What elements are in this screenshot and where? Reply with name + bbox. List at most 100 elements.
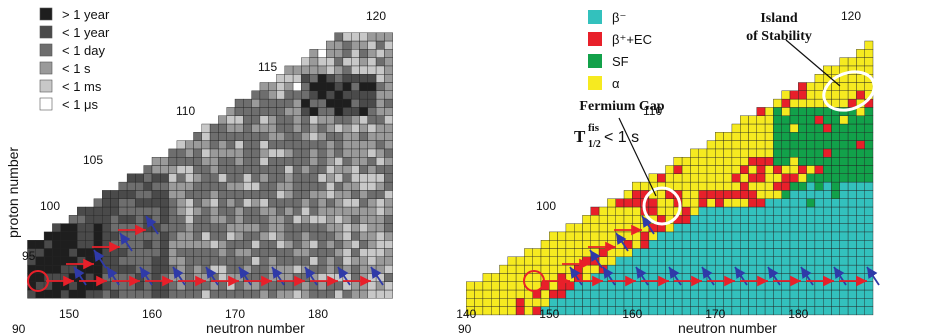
nuclide-cell — [648, 256, 658, 266]
nuclide-cell — [764, 298, 774, 307]
nuclide-cell — [292, 206, 302, 216]
nuclide-cell — [118, 289, 128, 299]
nuclide-cell — [632, 215, 641, 224]
nuclide-cell — [184, 206, 194, 216]
nuclide-cell — [640, 264, 650, 274]
nuclide-cell — [864, 156, 874, 166]
nuclide-cell — [698, 223, 708, 233]
nuclide-cell — [384, 107, 393, 116]
nuclide-cell — [259, 140, 269, 150]
right-nuclide-grid — [466, 40, 874, 316]
nuclide-cell — [540, 289, 550, 299]
nuclide-cell — [756, 231, 766, 241]
nuclide-cell — [268, 231, 277, 241]
nuclide-cell — [789, 289, 799, 299]
nuclide-cell — [632, 248, 641, 258]
nuclide-cell — [814, 298, 824, 307]
nuclide-cell — [359, 148, 369, 158]
nuclide-cell — [532, 273, 542, 282]
nuclide-cell — [731, 215, 741, 224]
nuclide-cell — [342, 256, 352, 266]
beta-decay-arrow — [668, 266, 682, 286]
nuclide-cell — [268, 181, 277, 191]
nuclide-cell — [77, 289, 86, 299]
nuclide-cell — [118, 248, 128, 258]
nuclide-cell — [532, 256, 542, 266]
nuclide-cell — [864, 298, 874, 307]
nuclide-cell — [226, 264, 236, 274]
nuclide-cell — [773, 107, 782, 116]
nuclide-cell — [665, 306, 675, 316]
nuclide-cell — [764, 165, 774, 175]
nuclide-cell — [715, 215, 724, 224]
legend-swatch — [39, 61, 53, 75]
nuclide-cell — [243, 107, 252, 116]
nuclide-cell — [756, 264, 766, 274]
nuclide-cell — [839, 98, 849, 108]
nuclide-cell — [251, 123, 261, 133]
nuclide-cell — [201, 132, 211, 141]
right-x-ticks: 140 150 160 170 180 — [456, 307, 808, 321]
nuclide-cell — [168, 198, 178, 208]
nuclide-cell — [101, 215, 111, 224]
legend-swatch — [39, 97, 53, 111]
nuclide-cell — [814, 198, 824, 208]
nuclide-cell — [856, 306, 865, 316]
nuclide-cell — [806, 298, 816, 307]
nuclide-cell — [748, 198, 758, 208]
nuclide-cell — [268, 215, 277, 224]
nuclide-cell — [507, 281, 517, 291]
nuclide-cell — [367, 281, 377, 291]
nuclide-cell — [326, 281, 335, 291]
legend-label: < 1 day — [62, 43, 106, 58]
nuclide-cell — [184, 173, 194, 183]
nuclide-cell — [201, 223, 211, 233]
nuclide-cell — [657, 231, 666, 241]
nuclide-cell — [806, 256, 816, 266]
nuclide-cell — [359, 181, 369, 191]
nuclide-cell — [839, 248, 849, 258]
nuclide-cell — [540, 298, 550, 307]
nuclide-cell — [773, 132, 782, 141]
nuclide-cell — [301, 115, 310, 125]
nuclide-cell — [259, 107, 269, 116]
nuclide-cell — [823, 156, 832, 166]
nuclide-cell — [740, 206, 749, 216]
nuclide-cell — [342, 215, 352, 224]
nuclide-cell — [831, 298, 841, 307]
nuclide-cell — [798, 123, 807, 133]
nuclide-cell — [301, 98, 310, 108]
nuclide-cell — [839, 148, 849, 158]
nuclide-cell — [351, 123, 360, 133]
nuclide-cell — [814, 132, 824, 141]
nuclide-cell — [814, 223, 824, 233]
nuclide-cell — [251, 256, 261, 266]
nuclide-cell — [665, 231, 675, 241]
nuclide-cell — [740, 181, 749, 191]
nuclide-cell — [748, 289, 758, 299]
nuclide-cell — [193, 156, 203, 166]
nuclide-cell — [218, 264, 227, 274]
nuclide-cell — [226, 223, 236, 233]
gap-T-subscript: 1/2 — [588, 139, 601, 150]
nuclide-cell — [590, 206, 600, 216]
nuclide-cell — [673, 289, 683, 299]
nuclide-cell — [359, 248, 369, 258]
nuclide-cell — [673, 156, 683, 166]
nuclide-cell — [284, 123, 294, 133]
nuclide-cell — [549, 289, 558, 299]
nuclide-cell — [831, 82, 841, 92]
nuclide-cell — [681, 231, 691, 241]
nuclide-cell — [143, 264, 153, 274]
nuclide-cell — [110, 206, 120, 216]
nuclide-cell — [160, 248, 169, 258]
nuclide-cell — [160, 181, 169, 191]
nuclide-cell — [814, 181, 824, 191]
nuclide-cell — [756, 132, 766, 141]
nuclide-cell — [243, 248, 252, 258]
nuclide-cell — [326, 215, 335, 224]
nuclide-cell — [375, 115, 385, 125]
nuclide-cell — [740, 156, 749, 166]
nuclide-cell — [632, 281, 641, 291]
nuclide-cell — [201, 198, 211, 208]
